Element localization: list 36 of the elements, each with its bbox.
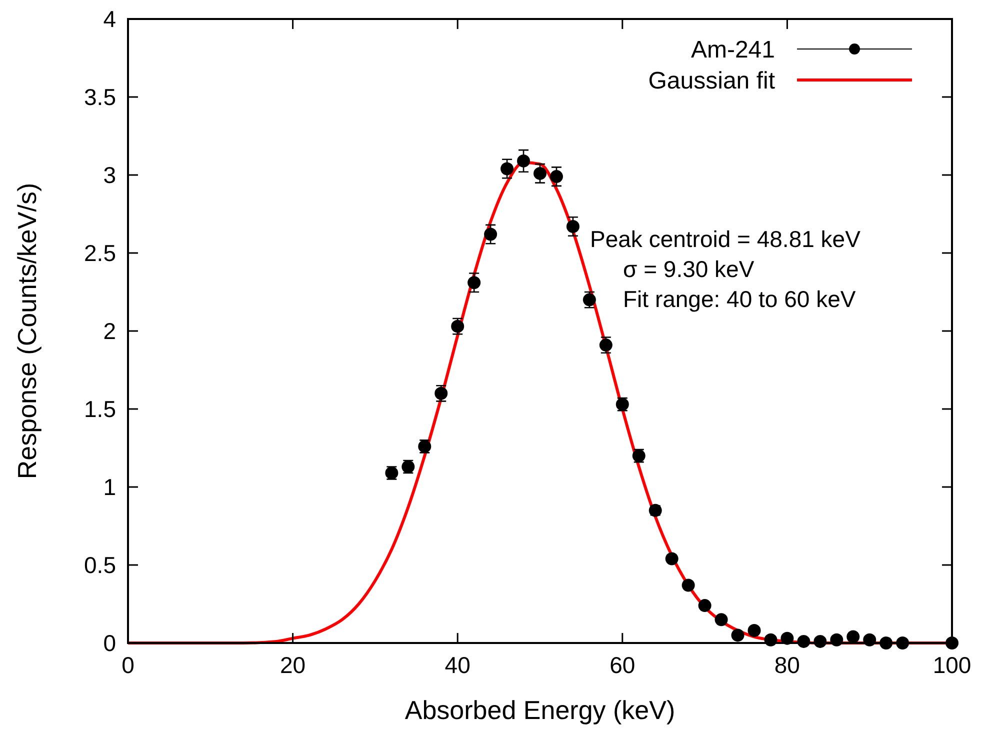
x-tick-label: 60	[610, 652, 636, 678]
x-tick-label: 0	[122, 652, 134, 678]
annotation: Fit range: 40 to 60 keV	[623, 286, 856, 312]
point	[517, 154, 530, 168]
y-axis-title: Response (Counts/keV/s)	[12, 182, 42, 480]
annotation: σ = 9.30 keV	[623, 256, 755, 282]
point	[500, 162, 514, 176]
point	[846, 630, 860, 644]
y-tick-label: 3	[103, 162, 116, 188]
legend-label: Gaussian fit	[648, 67, 776, 94]
point	[714, 613, 728, 626]
point	[484, 228, 498, 241]
point	[682, 578, 695, 592]
point	[731, 628, 744, 642]
point	[468, 276, 481, 290]
y-tick-label: 0.5	[84, 552, 116, 578]
y-tick-label: 0	[103, 630, 116, 656]
point	[566, 220, 580, 233]
point	[698, 599, 712, 612]
y-tick-label: 1	[103, 474, 116, 500]
y-tick-label: 2	[103, 318, 116, 344]
legend-label: Am-241	[690, 36, 775, 64]
point	[665, 552, 678, 566]
point	[534, 166, 546, 180]
y-tick-label: 1.5	[84, 396, 116, 422]
x-tick-label: 100	[932, 652, 972, 678]
y-tick-label: 4	[103, 6, 116, 32]
annotation: Peak centroid = 48.81 keV	[590, 226, 862, 252]
x-tick-label: 40	[444, 652, 470, 678]
x-tick-label: 80	[774, 652, 800, 678]
point	[748, 624, 761, 638]
x-tick-label: 20	[280, 652, 306, 678]
point	[550, 170, 563, 184]
y-tick-label: 3.5	[84, 84, 116, 110]
x-axis-title: Absorbed Energy (keV)	[404, 695, 676, 725]
y-tick-label: 2.5	[84, 240, 116, 266]
